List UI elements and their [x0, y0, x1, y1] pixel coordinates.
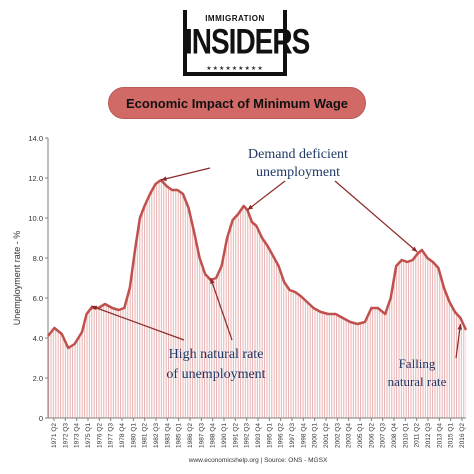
annotation-arrows [90, 167, 463, 359]
x-tick-label: 1981 Q2 [142, 423, 149, 448]
annotation-arrow [334, 180, 418, 253]
logo-top-text: IMMIGRATION [205, 14, 265, 23]
x-tick-label: 1973 Q4 [74, 423, 81, 448]
x-tick-label: 2001 Q2 [323, 423, 330, 448]
x-tick-label: 2007 Q3 [380, 423, 387, 448]
footer-source: www.economicshelp.org | Source: ONS - MG… [188, 457, 328, 464]
x-tick-label: 1983 Q4 [164, 423, 171, 448]
annotation-arrow [210, 277, 233, 341]
x-tick-label: 2012 Q3 [425, 423, 432, 448]
annotation-arrowhead [91, 305, 98, 311]
x-tick-label: 1992 Q3 [244, 423, 251, 448]
x-tick-label: 1972 Q3 [62, 423, 69, 448]
x-tick-label: 1980 Q1 [130, 423, 137, 448]
x-tick-label: 2011 Q2 [414, 423, 421, 448]
annotation-arrow [246, 180, 286, 211]
y-tick-label: 12.0 [28, 174, 43, 183]
annotation-arrowhead [210, 278, 215, 284]
area-fill [48, 180, 466, 418]
annotation-text: natural rate [388, 374, 447, 389]
x-tick-label: 1990 Q1 [221, 423, 228, 448]
annotation-arrow [455, 323, 462, 359]
x-tick-label: 2013 Q4 [436, 423, 443, 448]
y-tick-label: 4.0 [33, 334, 43, 343]
annotation-text: Demand deficient [248, 147, 348, 162]
x-tick-label: 2000 Q1 [312, 423, 319, 448]
annotation-arrowhead [247, 204, 254, 210]
chart-title: Economic Impact of Minimum Wage [126, 95, 348, 111]
annotation-arrowhead [411, 246, 418, 252]
logo-main-text: INSIDERS [185, 22, 310, 61]
x-tick-label: 2006 Q2 [368, 423, 375, 448]
x-tick-label: 2008 Q4 [391, 423, 398, 448]
annotation-labels: Demand deficient unemployment High natural… [166, 147, 446, 389]
y-tick-label: 8.0 [33, 254, 43, 263]
x-tick-label: 2015 Q1 [448, 423, 455, 448]
x-tick-label: 1985 Q1 [176, 423, 183, 448]
x-tick-label: 1982 Q3 [153, 423, 160, 448]
x-tick-label: 1975 Q1 [85, 423, 92, 448]
x-tick-label: 1996 Q2 [278, 423, 285, 448]
x-tick-label: 1993 Q4 [255, 423, 262, 448]
x-tick-label: 1998 Q4 [300, 423, 307, 448]
x-tick-label: 2005 Q1 [357, 423, 364, 448]
y-tick-label: 0 [39, 414, 43, 423]
chart-title-banner: Economic Impact of Minimum Wage [108, 87, 366, 119]
x-tick-label: 2003 Q4 [346, 423, 353, 448]
x-tick-label: 2010 Q1 [402, 423, 409, 448]
x-tick-label: 1995 Q1 [266, 423, 273, 448]
x-tick-label: 1971 Q2 [51, 423, 58, 448]
x-tick-label: 1987 Q3 [198, 423, 205, 448]
y-axis-label: Unemployment rate - % [12, 231, 22, 326]
annotation-arrowhead [160, 176, 167, 181]
y-tick-label: 6.0 [33, 294, 43, 303]
x-tick-label: 1978 Q4 [119, 423, 126, 448]
annotation-text: High natural rate [169, 347, 264, 362]
x-tick-label: 1988 Q4 [210, 423, 217, 448]
y-axis-ticks: 0 2.0 4.0 6.0 8.0 10.0 12.0 14.0 [28, 134, 48, 423]
x-tick-label: 1986 Q2 [187, 423, 194, 448]
y-tick-label: 2.0 [33, 374, 43, 383]
x-tick-label: 1976 Q2 [96, 423, 103, 448]
y-tick-label: 14.0 [28, 134, 43, 143]
x-tick-label: 1991 Q2 [232, 423, 239, 448]
y-tick-label: 10.0 [28, 214, 43, 223]
x-tick-label: 2016 Q2 [459, 423, 466, 448]
x-tick-label: 1977 Q3 [108, 423, 115, 448]
annotation-arrow [160, 167, 211, 181]
x-axis-ticks: 1971 Q2 1972 Q3 1973 Q4 1975 Q1 1976 Q2 1977 … [51, 418, 466, 448]
series-line-unemployment [47, 178, 468, 350]
logo-stars: ★★★★★★★★★ [206, 65, 264, 72]
annotation-text: Falling [399, 356, 436, 371]
logo-frame [183, 10, 287, 76]
annotation-arrow [90, 305, 185, 341]
annotation-text: of unemployment [166, 367, 265, 382]
annotation-arrowhead [457, 324, 463, 330]
x-tick-label: 1997 Q3 [289, 423, 296, 448]
annotation-text: unemployment [256, 165, 340, 180]
x-tick-label: 2002 Q3 [334, 423, 341, 448]
